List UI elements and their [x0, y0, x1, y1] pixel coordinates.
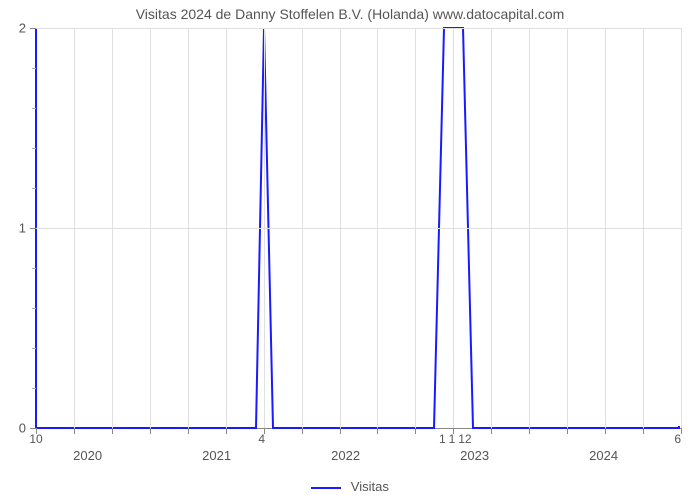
- xtick: [74, 428, 75, 434]
- year-label: 2023: [460, 448, 489, 463]
- ytick-minor: [32, 148, 36, 149]
- xtick: [302, 428, 303, 434]
- xtick: [605, 428, 606, 434]
- chart-title: Visitas 2024 de Danny Stoffelen B.V. (Ho…: [0, 6, 700, 22]
- xtick: [415, 428, 416, 434]
- ytick: [30, 28, 36, 29]
- xtick: [226, 428, 227, 434]
- xtick: [150, 428, 151, 434]
- datapoint-label: 10: [29, 432, 42, 446]
- plot-area: 0122020202120222023202410411126: [35, 28, 681, 429]
- xtick: [567, 428, 568, 434]
- year-label: 2020: [73, 448, 102, 463]
- datapoint-label: 4: [258, 432, 265, 446]
- ytick-label: 0: [19, 421, 26, 436]
- xtick: [529, 428, 530, 434]
- grid-h: [36, 228, 681, 229]
- ytick-label: 2: [19, 21, 26, 36]
- grid-v: [681, 28, 682, 428]
- xtick: [491, 428, 492, 434]
- legend-label: Visitas: [351, 479, 389, 494]
- ytick-minor: [32, 68, 36, 69]
- ytick-minor: [32, 308, 36, 309]
- xtick: [340, 428, 341, 434]
- ytick-minor: [32, 188, 36, 189]
- legend: Visitas: [0, 479, 700, 494]
- ytick-minor: [32, 348, 36, 349]
- year-label: 2024: [589, 448, 618, 463]
- ytick: [30, 428, 36, 429]
- datapoint-label: 1: [439, 432, 446, 446]
- datapoint-label: 12: [458, 432, 471, 446]
- chart-container: Visitas 2024 de Danny Stoffelen B.V. (Ho…: [0, 0, 700, 500]
- ytick-minor: [32, 268, 36, 269]
- ytick: [30, 228, 36, 229]
- legend-line: [311, 487, 341, 489]
- xtick: [112, 428, 113, 434]
- xtick: [188, 428, 189, 434]
- ytick-label: 1: [19, 221, 26, 236]
- datapoint-label: 1: [449, 432, 456, 446]
- ytick-minor: [32, 388, 36, 389]
- xtick: [377, 428, 378, 434]
- ytick-minor: [32, 108, 36, 109]
- grid-h: [36, 28, 681, 29]
- year-label: 2022: [331, 448, 360, 463]
- xtick: [643, 428, 644, 434]
- year-label: 2021: [202, 448, 231, 463]
- datapoint-label: 6: [674, 432, 681, 446]
